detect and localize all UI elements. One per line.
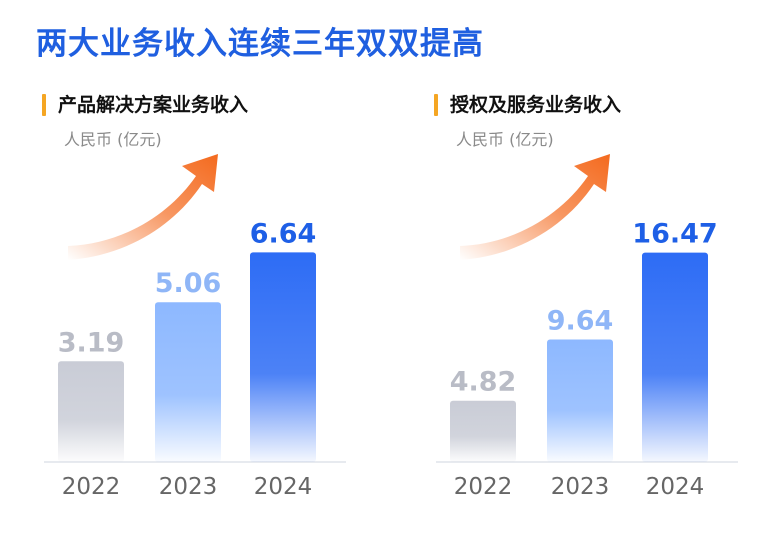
x-tick-label-2022: 2022 — [454, 474, 513, 500]
bar-2024 — [250, 252, 316, 462]
value-label-2022: 3.19 — [58, 327, 125, 358]
x-tick-label-2023: 2023 — [551, 474, 610, 500]
value-label-2024: 16.47 — [632, 219, 717, 250]
bar-2022 — [450, 400, 516, 462]
bar-chart-licensing-services: 4.82 2022 9.64 2023 16.47 2024 — [436, 154, 738, 500]
page-title: 两大业务收入连续三年双双提高 — [36, 26, 484, 62]
bar-2023 — [155, 302, 221, 462]
value-label-2023: 5.06 — [155, 268, 222, 299]
chart-unit-label: 人民币 (亿元) — [456, 130, 554, 149]
accent-bar — [42, 94, 46, 116]
bar-chart-product-solutions: 3.19 2022 5.06 2023 6.64 2024 — [44, 154, 346, 500]
x-tick-label-2023: 2023 — [159, 474, 218, 500]
value-label-2023: 9.64 — [547, 305, 614, 336]
chart-title: 产品解决方案业务收入 — [58, 94, 249, 116]
bar-2023 — [547, 339, 613, 462]
value-label-2022: 4.82 — [450, 367, 517, 398]
value-label-2024: 6.64 — [250, 218, 317, 249]
bar-2022 — [58, 361, 124, 462]
chart-panel-licensing-services: 4.82 2022 9.64 2023 16.47 2024 授权及服务业务收入 人民币 … — [420, 84, 750, 544]
x-tick-label-2022: 2022 — [62, 474, 121, 500]
chart-title: 授权及服务业务收入 — [450, 94, 622, 116]
accent-bar — [434, 94, 438, 116]
growth-arrow-icon — [460, 154, 610, 260]
chart-unit-label: 人民币 (亿元) — [64, 130, 162, 149]
bar-2024 — [642, 252, 708, 462]
x-tick-label-2024: 2024 — [646, 474, 705, 500]
x-tick-label-2024: 2024 — [254, 474, 313, 500]
chart-panel-product-solutions: 3.19 2022 5.06 2023 6.64 2024 产品解决方案业务收入 人民币 … — [28, 84, 358, 544]
growth-arrow-icon — [68, 154, 218, 260]
